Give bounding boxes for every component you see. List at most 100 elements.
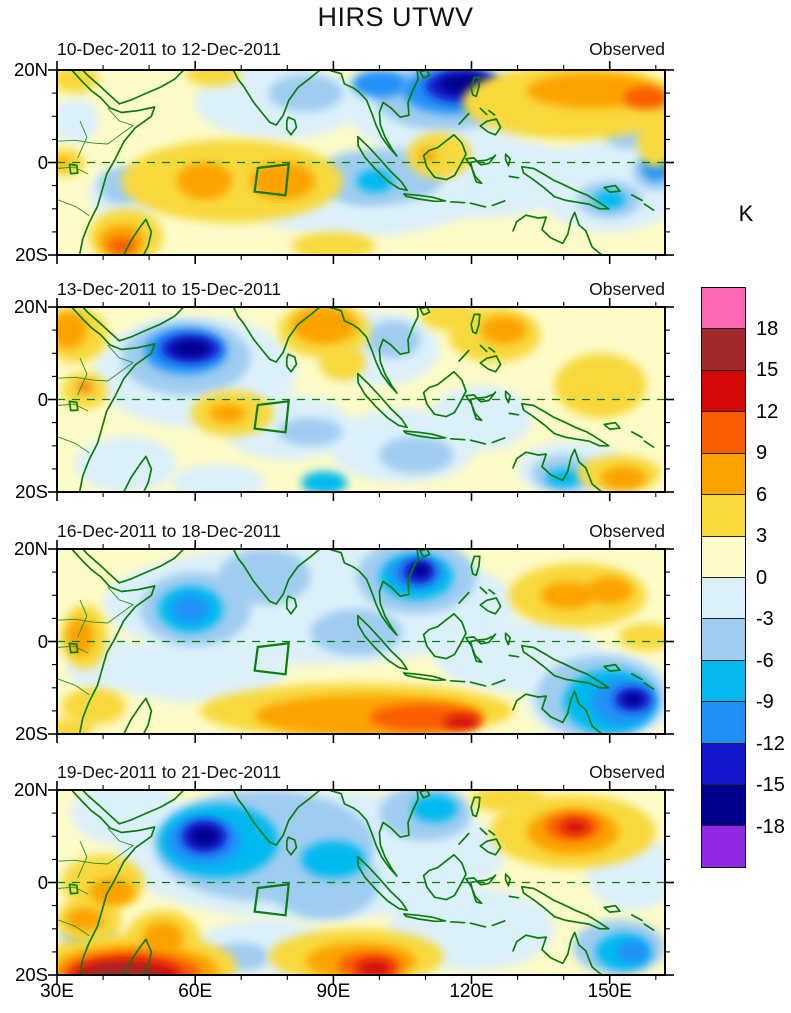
country-border xyxy=(107,586,134,624)
anomaly-blob xyxy=(356,959,394,975)
coastline xyxy=(470,76,481,98)
coastline xyxy=(449,679,466,683)
country-border xyxy=(57,618,108,624)
anomaly-blob xyxy=(526,73,656,109)
panel-2-title: 13-Dec-2011 to 15-Dec-2011 xyxy=(57,279,282,299)
coastline xyxy=(356,855,408,912)
country-border xyxy=(57,645,89,654)
coastline xyxy=(70,549,156,734)
colorbar-tick-label: 0 xyxy=(756,566,768,589)
x-tick-label: 120E xyxy=(449,981,494,1002)
panel-4-source-label: Observed xyxy=(589,762,665,782)
country-border xyxy=(57,886,89,895)
coastline xyxy=(479,118,502,136)
panel-3-map xyxy=(48,540,674,743)
figure-title: HIRS UTWV xyxy=(317,2,474,32)
anomaly-blob xyxy=(411,562,431,577)
colorbar-cell xyxy=(702,328,745,370)
coastline xyxy=(520,402,610,447)
coastline xyxy=(285,836,298,856)
coastline xyxy=(81,549,121,584)
anomaly-blob xyxy=(593,190,626,209)
coastline xyxy=(479,838,502,856)
country-border xyxy=(57,859,108,865)
colorbar xyxy=(701,287,746,868)
coastline xyxy=(630,673,643,681)
coastline xyxy=(470,313,481,335)
y-tick-label: 20S xyxy=(15,723,48,744)
coastline xyxy=(504,632,512,646)
coastline xyxy=(68,883,79,895)
coastline xyxy=(449,920,466,924)
coastline xyxy=(643,923,655,931)
panel-3-header: 16-Dec-2011 to 18-Dec-2011 Observed xyxy=(57,518,665,542)
colorbar-tick-label: 9 xyxy=(756,442,768,464)
coastline xyxy=(458,112,470,125)
colorbar-cell xyxy=(702,452,745,495)
coastline xyxy=(327,790,419,877)
coastline xyxy=(232,307,321,363)
coastline xyxy=(285,595,298,615)
country-border xyxy=(57,139,108,145)
anomaly-blob xyxy=(268,74,343,112)
coastline xyxy=(491,200,506,207)
anomaly-blob xyxy=(250,162,315,200)
coastline xyxy=(327,307,419,394)
coastline xyxy=(479,355,502,373)
country-border xyxy=(57,376,108,382)
coastline xyxy=(327,70,419,157)
roi-box xyxy=(253,163,290,197)
colorbar-cell xyxy=(702,288,745,329)
anomaly-blob xyxy=(107,237,136,255)
country-border xyxy=(77,840,88,879)
x-tick-label: 150E xyxy=(587,981,632,1002)
anomaly-blob xyxy=(310,609,403,656)
coastline xyxy=(469,439,487,445)
coastline xyxy=(520,885,610,930)
anomaly-blob xyxy=(172,464,265,492)
country-border xyxy=(107,344,134,382)
coastline xyxy=(356,614,408,671)
country-border xyxy=(57,403,89,412)
coastline xyxy=(643,440,655,448)
anomaly-blob xyxy=(586,576,633,605)
panel-4-header: 19-Dec-2011 to 21-Dec-2011 Observed xyxy=(57,759,665,783)
anomaly-blob xyxy=(623,86,665,110)
roi-box xyxy=(253,883,290,917)
country-border xyxy=(107,827,134,865)
y-tick-label: 0 xyxy=(37,630,48,652)
coastline xyxy=(81,790,121,825)
country-border xyxy=(77,120,88,159)
y-tick-label: 0 xyxy=(37,151,48,173)
anomaly-blob xyxy=(75,436,177,492)
coastline xyxy=(603,421,621,430)
anomaly-blob xyxy=(121,139,343,223)
coastline xyxy=(470,555,481,577)
y-tick-label: 20S xyxy=(15,481,48,502)
panel-1-source-label: Observed xyxy=(589,39,665,59)
panel-1-title: 10-Dec-2011 to 12-Dec-2011 xyxy=(57,39,282,59)
coastline xyxy=(422,370,467,418)
x-tick-label: 90E xyxy=(316,981,351,1002)
coastline xyxy=(122,218,153,255)
anomaly-blob xyxy=(351,70,407,98)
colorbar-cell xyxy=(702,784,745,826)
coastline xyxy=(122,455,153,492)
anomaly-blob xyxy=(278,418,343,446)
anomaly-blob xyxy=(480,316,527,344)
coastline xyxy=(512,931,603,975)
anomaly-blob xyxy=(420,307,477,331)
anomaly-blob xyxy=(407,132,472,179)
colorbar-cell xyxy=(702,825,745,867)
colorbar-tick-label: -12 xyxy=(756,732,785,755)
anomaly-blob xyxy=(430,385,532,451)
country-border xyxy=(77,357,88,396)
coastline xyxy=(402,672,447,682)
y-tick-label: 20N xyxy=(14,59,48,80)
anomaly-blob xyxy=(89,877,136,906)
coastline xyxy=(469,681,487,687)
coastline xyxy=(122,697,153,734)
coastline xyxy=(630,914,643,922)
anomaly-blob xyxy=(172,595,209,623)
coastline xyxy=(465,391,497,422)
